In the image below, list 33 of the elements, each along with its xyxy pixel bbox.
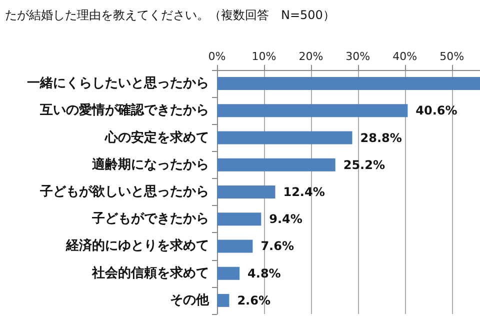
x-tick-label: 20% — [298, 50, 324, 63]
data-label: 2.6% — [237, 293, 270, 308]
bar — [217, 294, 230, 307]
data-label: 7.6% — [260, 239, 294, 254]
x-tick-label: 10% — [252, 50, 276, 63]
y-tick-label: その他 — [170, 292, 210, 308]
x-tick-label: 50% — [440, 50, 464, 63]
bar — [217, 131, 352, 144]
x-tick-label: 0% — [208, 50, 226, 63]
x-tick-label: 40% — [392, 50, 418, 63]
x-tick-label: 30% — [346, 50, 370, 63]
bar — [217, 186, 276, 198]
y-tick-label: 社会的信頼を求めて — [91, 264, 209, 281]
bar — [217, 158, 336, 172]
data-label: 40.6% — [416, 104, 458, 118]
data-label: 12.4% — [283, 185, 325, 199]
data-label: 4.8% — [248, 266, 281, 280]
y-tick-label: 適齢期になったから — [91, 156, 209, 172]
y-tick-label: 子どもが欲しいと思ったから — [39, 184, 209, 200]
y-tick-label: 心の安定を求めて — [104, 129, 209, 146]
y-tick-label: 一緒にくらしたいと思ったから — [27, 76, 209, 92]
bar — [217, 77, 480, 90]
bar — [217, 212, 262, 226]
data-label: 9.4% — [269, 212, 302, 226]
y-tick-label: 互いの愛情が確認できたから — [39, 102, 209, 118]
bar — [217, 266, 240, 280]
y-tick-label: 経済的にゆとりを求めて — [65, 238, 209, 254]
y-tick-label: 子どもができたから — [91, 212, 209, 227]
bar — [217, 104, 408, 118]
data-label: 25.2% — [343, 158, 385, 172]
data-label: 28.8% — [360, 130, 402, 145]
chart-title: たが結婚した理由を教えてください。（複数回答 N=500） — [5, 8, 335, 22]
bar — [217, 240, 253, 253]
